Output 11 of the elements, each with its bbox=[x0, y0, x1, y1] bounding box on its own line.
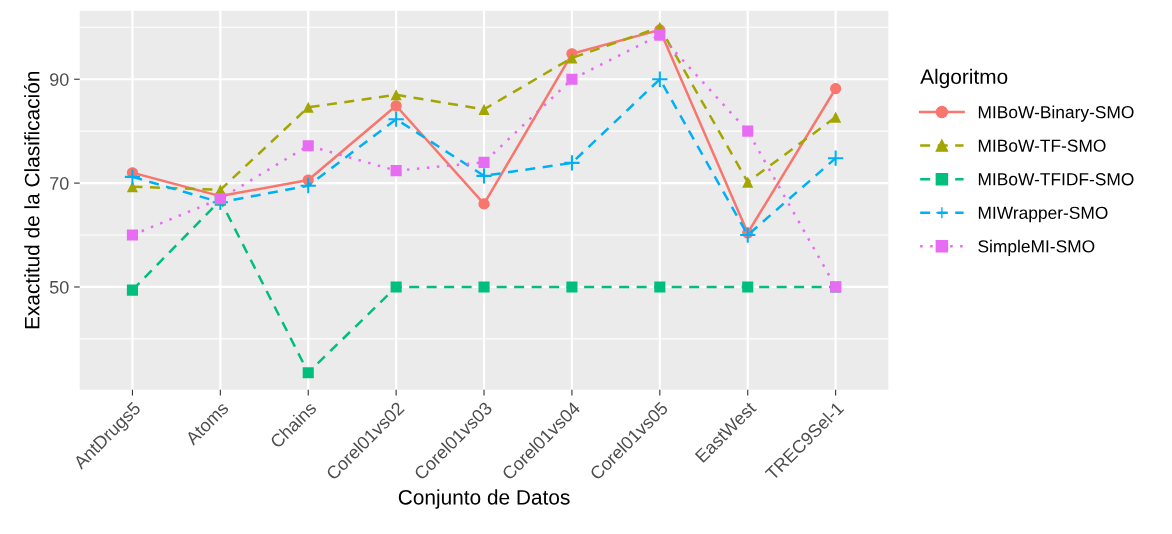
y-tick-label: 50 bbox=[49, 280, 69, 294]
legend-title: Algoritmo bbox=[920, 68, 1008, 89]
y-axis-title: Exactitud de la Clasificación bbox=[23, 71, 40, 329]
x-axis-title: Conjunto de Datos bbox=[398, 489, 570, 509]
legend-label: MIBoW-TF-SMO bbox=[978, 139, 1106, 152]
legend-label: MIBoW-TFIDF-SMO bbox=[978, 173, 1134, 186]
y-tick-label: 70 bbox=[50, 177, 69, 190]
legend-label: SimpleMI-SMO bbox=[978, 239, 1095, 256]
y-tick-label: 90 bbox=[50, 73, 69, 86]
legend-label: MIWrapper-SMO bbox=[978, 206, 1108, 223]
legend-label: MIBoW-Binary-SMO bbox=[978, 105, 1134, 122]
